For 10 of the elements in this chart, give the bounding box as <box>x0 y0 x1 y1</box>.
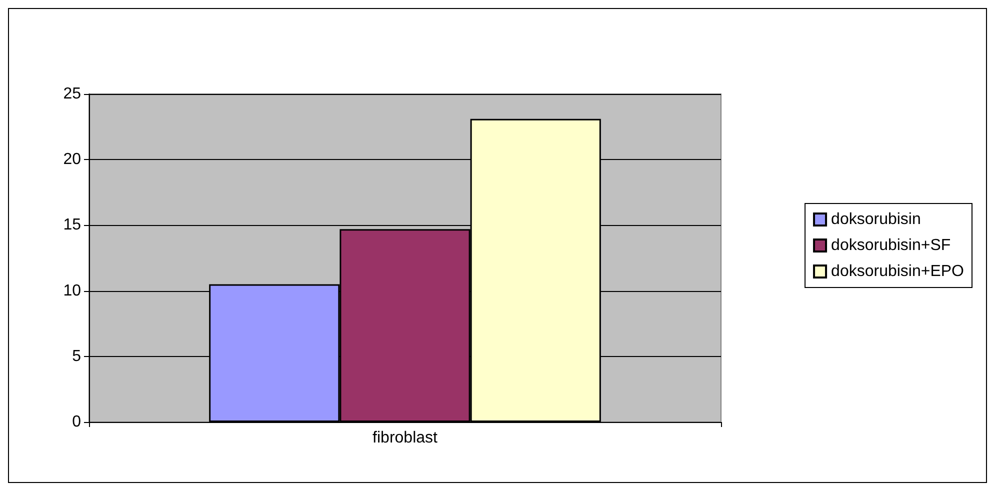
x-tick-label: fibroblast <box>372 430 438 446</box>
y-tick-label: 15 <box>63 216 82 234</box>
y-tick-label: 20 <box>63 151 82 168</box>
y-tick-label: 0 <box>72 414 82 430</box>
legend-label: doksorubisin+EPO <box>831 263 964 280</box>
legend-label: doksorubisin <box>831 211 921 228</box>
y-tick-label: 5 <box>72 348 82 365</box>
y-tick-label: 25 <box>63 86 82 102</box>
y-tick-label: 10 <box>63 282 82 300</box>
legend-label: doksorubisin+SF <box>831 237 951 254</box>
